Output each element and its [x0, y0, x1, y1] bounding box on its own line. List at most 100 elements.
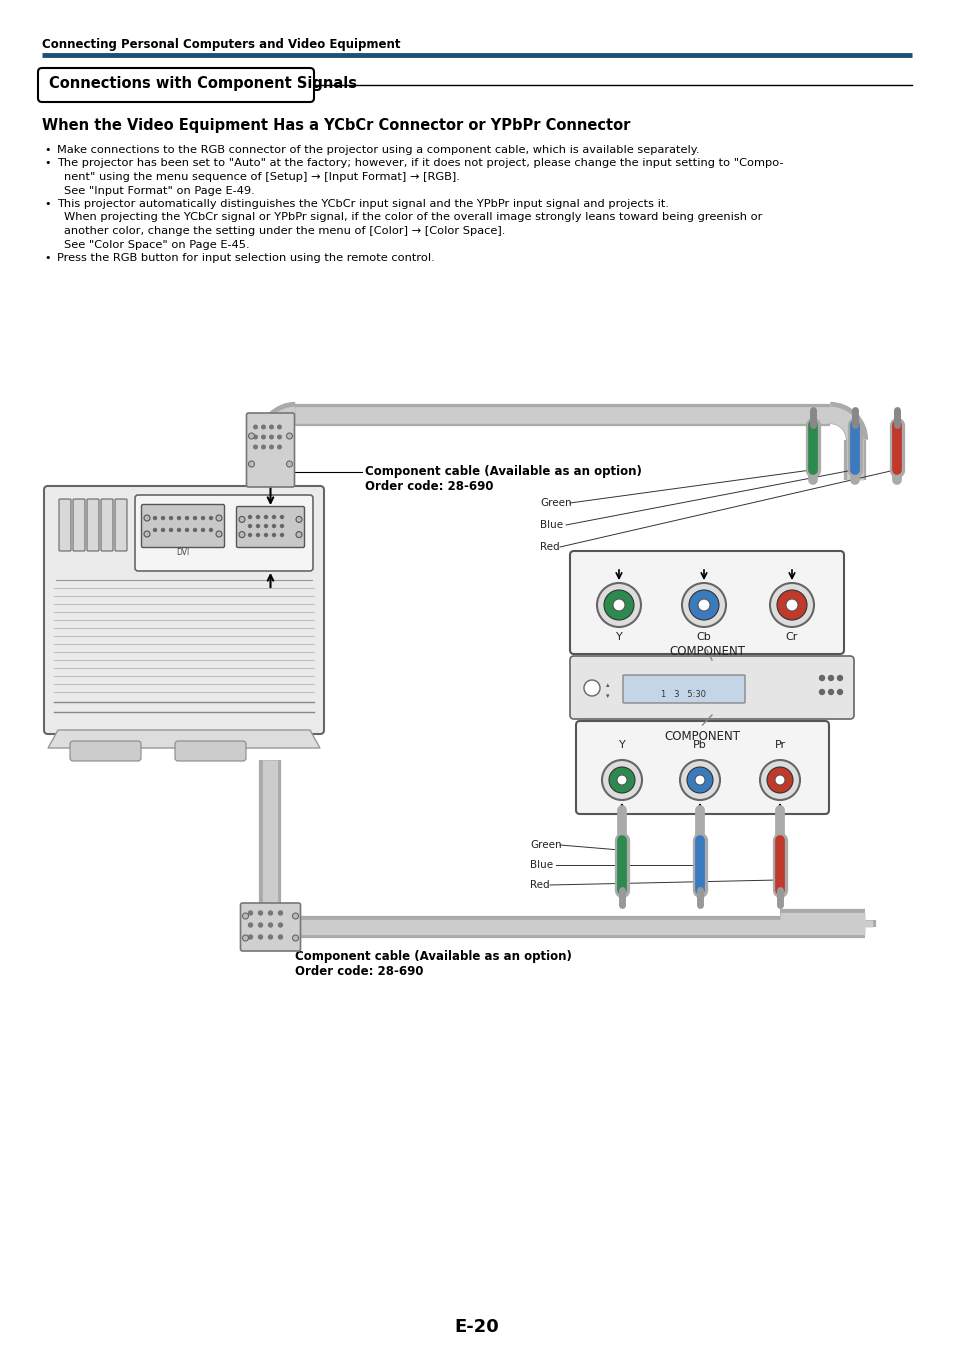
Circle shape [837, 675, 841, 681]
Circle shape [177, 528, 180, 531]
FancyBboxPatch shape [59, 499, 71, 551]
Circle shape [766, 767, 792, 793]
FancyBboxPatch shape [236, 507, 304, 547]
Circle shape [280, 534, 283, 537]
Circle shape [256, 534, 259, 537]
FancyBboxPatch shape [246, 412, 294, 487]
FancyBboxPatch shape [73, 499, 85, 551]
Text: Order code: 28-690: Order code: 28-690 [294, 965, 423, 979]
Text: Press the RGB button for input selection using the remote control.: Press the RGB button for input selection… [57, 253, 435, 263]
Circle shape [268, 936, 273, 940]
Circle shape [185, 528, 189, 531]
Polygon shape [48, 731, 319, 748]
Circle shape [295, 531, 302, 538]
Text: COMPONENT: COMPONENT [668, 644, 744, 658]
Circle shape [177, 516, 180, 519]
Circle shape [686, 767, 712, 793]
Circle shape [769, 582, 813, 627]
FancyBboxPatch shape [135, 495, 313, 572]
Circle shape [270, 425, 273, 429]
Circle shape [258, 936, 262, 940]
Text: Y: Y [615, 632, 621, 642]
Circle shape [239, 531, 245, 538]
Circle shape [161, 528, 164, 531]
Circle shape [695, 775, 704, 785]
Circle shape [293, 913, 298, 919]
Circle shape [193, 516, 196, 519]
Circle shape [286, 433, 293, 439]
Text: COMPONENT: COMPONENT [664, 731, 740, 743]
Text: DVI: DVI [176, 549, 190, 557]
Text: ▾: ▾ [605, 693, 609, 700]
Circle shape [280, 515, 283, 519]
FancyBboxPatch shape [622, 675, 744, 704]
Circle shape [215, 515, 222, 520]
Circle shape [215, 531, 222, 537]
Text: nent" using the menu sequence of [Setup] → [Input Format] → [RGB].: nent" using the menu sequence of [Setup]… [64, 173, 459, 182]
Text: another color, change the setting under the menu of [Color] → [Color Space].: another color, change the setting under … [64, 226, 505, 236]
Text: •: • [44, 253, 51, 263]
Circle shape [253, 425, 257, 429]
Circle shape [253, 445, 257, 449]
Circle shape [827, 689, 833, 694]
Text: •: • [44, 200, 51, 209]
FancyBboxPatch shape [70, 741, 141, 762]
Circle shape [258, 923, 262, 927]
Circle shape [193, 528, 196, 531]
Text: The projector has been set to "Auto" at the factory; however, if it does not pro: The projector has been set to "Auto" at … [57, 159, 782, 168]
Circle shape [210, 516, 213, 519]
Circle shape [601, 760, 641, 799]
Circle shape [268, 911, 273, 915]
Text: Order code: 28-690: Order code: 28-690 [365, 480, 493, 493]
Circle shape [153, 516, 156, 519]
Circle shape [277, 445, 281, 449]
Circle shape [210, 528, 213, 531]
Text: Pb: Pb [693, 740, 706, 749]
Circle shape [278, 911, 282, 915]
FancyBboxPatch shape [87, 499, 99, 551]
Circle shape [201, 528, 204, 531]
Circle shape [819, 689, 823, 694]
Circle shape [583, 679, 599, 696]
Circle shape [270, 435, 273, 439]
Circle shape [248, 923, 253, 927]
Text: See "Input Format" on Page E-49.: See "Input Format" on Page E-49. [64, 186, 254, 195]
FancyBboxPatch shape [101, 499, 112, 551]
Circle shape [248, 433, 254, 439]
Circle shape [597, 582, 640, 627]
Text: Cb: Cb [696, 632, 711, 642]
Circle shape [264, 534, 267, 537]
Circle shape [248, 534, 252, 537]
Circle shape [256, 524, 259, 527]
Text: Connections with Component Signals: Connections with Component Signals [49, 75, 356, 92]
Circle shape [253, 435, 257, 439]
Text: •: • [44, 146, 51, 155]
Circle shape [273, 534, 275, 537]
Circle shape [273, 524, 275, 527]
Circle shape [264, 515, 267, 519]
Text: Component cable (Available as an option): Component cable (Available as an option) [294, 950, 571, 962]
Circle shape [248, 936, 253, 940]
FancyBboxPatch shape [115, 499, 127, 551]
Text: This projector automatically distinguishes the YCbCr input signal and the YPbPr : This projector automatically distinguish… [57, 200, 668, 209]
Text: When the Video Equipment Has a YCbCr Connector or YPbPr Connector: When the Video Equipment Has a YCbCr Con… [42, 119, 630, 133]
Text: E-20: E-20 [455, 1318, 498, 1336]
Circle shape [239, 516, 245, 523]
Circle shape [277, 425, 281, 429]
Circle shape [286, 461, 293, 466]
Circle shape [679, 760, 720, 799]
Circle shape [760, 760, 800, 799]
Text: Component cable (Available as an option): Component cable (Available as an option) [365, 465, 641, 479]
Circle shape [258, 911, 262, 915]
Text: Pr: Pr [774, 740, 784, 749]
Circle shape [261, 425, 265, 429]
Circle shape [819, 675, 823, 681]
Circle shape [242, 936, 248, 941]
Circle shape [201, 516, 204, 519]
Circle shape [277, 435, 281, 439]
Circle shape [144, 531, 150, 537]
Circle shape [278, 936, 282, 940]
Text: Red: Red [530, 880, 549, 890]
Circle shape [681, 582, 725, 627]
Circle shape [776, 590, 806, 620]
